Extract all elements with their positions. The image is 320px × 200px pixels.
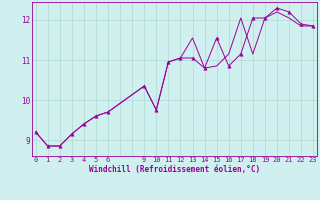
X-axis label: Windchill (Refroidissement éolien,°C): Windchill (Refroidissement éolien,°C) [89, 165, 260, 174]
